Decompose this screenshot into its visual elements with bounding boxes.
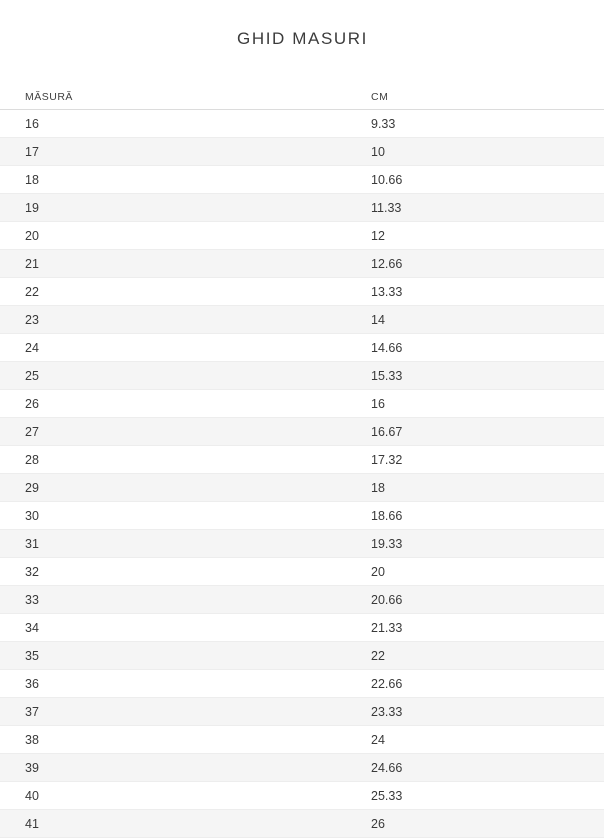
table-row: 19 11.33 [0, 193, 604, 222]
cell-cm: 25.33 [348, 781, 604, 810]
cell-cm: 18 [348, 473, 604, 502]
cell-masura: 35 [0, 641, 348, 670]
cell-masura: 32 [0, 557, 348, 586]
page-title: GHID MASURI [237, 29, 368, 48]
cell-cm: 20.66 [348, 585, 604, 614]
cell-cm: 17.32 [348, 445, 604, 474]
table-row: 17 10 [0, 137, 604, 166]
cell-masura: 36 [0, 669, 348, 698]
cell-masura: 41 [0, 809, 348, 838]
cell-masura: 22 [0, 277, 348, 306]
table-row: 41 26 [0, 809, 604, 838]
cell-masura: 33 [0, 585, 348, 614]
table-row: 31 19.33 [0, 529, 604, 558]
cell-masura: 34 [0, 613, 348, 642]
cell-masura: 38 [0, 725, 348, 754]
cell-cm: 22 [348, 641, 604, 670]
table-row: 28 17.32 [0, 445, 604, 474]
cell-masura: 16 [0, 109, 348, 138]
cell-cm: 16 [348, 389, 604, 418]
table-row: 21 12.66 [0, 249, 604, 278]
table-row: 20 12 [0, 221, 604, 250]
cell-masura: 23 [0, 305, 348, 334]
cell-masura: 21 [0, 249, 348, 278]
cell-cm: 23.33 [348, 697, 604, 726]
cell-cm: 21.33 [348, 613, 604, 642]
cell-masura: 40 [0, 781, 348, 810]
table-row: 23 14 [0, 305, 604, 334]
cell-masura: 37 [0, 697, 348, 726]
cell-cm: 9.33 [348, 109, 604, 138]
cell-masura: 17 [0, 137, 348, 166]
table-row: 40 25.33 [0, 781, 604, 810]
table-row: 30 18.66 [0, 501, 604, 530]
table-row: 25 15.33 [0, 361, 604, 390]
table-row: 32 20 [0, 557, 604, 586]
cell-cm: 15.33 [348, 361, 604, 390]
cell-cm: 16.67 [348, 417, 604, 446]
column-header-masura: MĂSURĂ [0, 85, 348, 110]
table-row: 18 10.66 [0, 165, 604, 194]
table-row: 29 18 [0, 473, 604, 502]
cell-cm: 13.33 [348, 277, 604, 306]
table-row: 38 24 [0, 725, 604, 754]
table-row: 33 20.66 [0, 585, 604, 614]
cell-masura: 25 [0, 361, 348, 390]
cell-cm: 10 [348, 137, 604, 166]
table-row: 22 13.33 [0, 277, 604, 306]
table-body: 16 9.33 17 10 18 10.66 19 11.33 20 12 21 12.66 22 13.… [0, 109, 604, 838]
cell-masura: 27 [0, 417, 348, 446]
cell-cm: 20 [348, 557, 604, 586]
cell-masura: 29 [0, 473, 348, 502]
cell-cm: 11.33 [348, 193, 604, 222]
table-row: 16 9.33 [0, 109, 604, 138]
cell-cm: 18.66 [348, 501, 604, 530]
cell-cm: 26 [348, 809, 604, 838]
cell-cm: 22.66 [348, 669, 604, 698]
cell-cm: 14 [348, 305, 604, 334]
table-row: 24 14.66 [0, 333, 604, 362]
cell-cm: 12.66 [348, 249, 604, 278]
table-row: 36 22.66 [0, 669, 604, 698]
cell-masura: 18 [0, 165, 348, 194]
cell-cm: 24.66 [348, 753, 604, 782]
cell-cm: 12 [348, 221, 604, 250]
cell-masura: 28 [0, 445, 348, 474]
cell-masura: 39 [0, 753, 348, 782]
cell-cm: 14.66 [348, 333, 604, 362]
cell-masura: 30 [0, 501, 348, 530]
table-header-row: MĂSURĂ CM [0, 85, 604, 110]
cell-masura: 19 [0, 193, 348, 222]
table-row: 26 16 [0, 389, 604, 418]
size-table-container: MĂSURĂ CM 16 9.33 17 10 18 10.66 19 11.33 20 12 21… [0, 85, 605, 838]
size-guide-table: MĂSURĂ CM 16 9.33 17 10 18 10.66 19 11.33 20 12 21… [0, 85, 604, 838]
table-row: 35 22 [0, 641, 604, 670]
cell-masura: 26 [0, 389, 348, 418]
cell-cm: 19.33 [348, 529, 604, 558]
column-header-cm: CM [348, 85, 604, 110]
table-row: 37 23.33 [0, 697, 604, 726]
table-row: 34 21.33 [0, 613, 604, 642]
table-row: 27 16.67 [0, 417, 604, 446]
cell-cm: 10.66 [348, 165, 604, 194]
cell-masura: 20 [0, 221, 348, 250]
table-header: MĂSURĂ CM [0, 85, 604, 110]
cell-masura: 31 [0, 529, 348, 558]
table-row: 39 24.66 [0, 753, 604, 782]
cell-cm: 24 [348, 725, 604, 754]
cell-masura: 24 [0, 333, 348, 362]
